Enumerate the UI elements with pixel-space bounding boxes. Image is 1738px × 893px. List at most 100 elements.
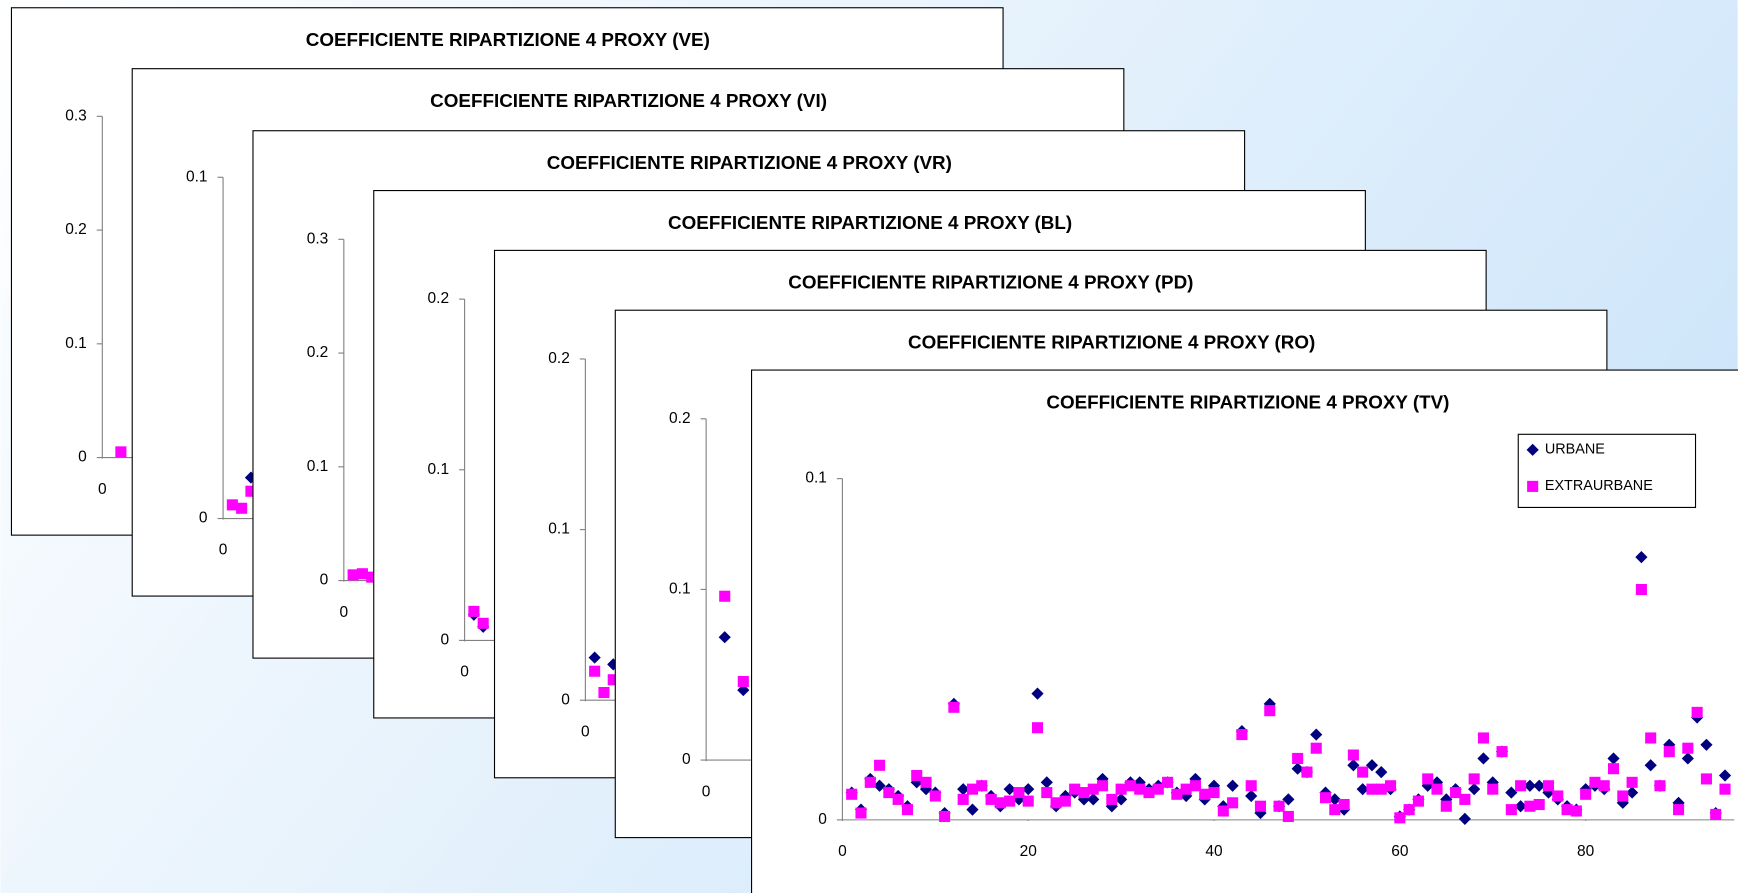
point — [1356, 783, 1369, 796]
x-tick-label: 80 — [1577, 843, 1595, 860]
point — [1542, 780, 1555, 792]
point — [347, 569, 359, 581]
point — [1282, 793, 1295, 806]
point — [1319, 792, 1332, 804]
point — [966, 803, 979, 816]
point — [874, 759, 886, 771]
point — [226, 499, 238, 511]
point — [1607, 752, 1620, 765]
point — [1059, 795, 1071, 807]
y-tick-label: 0 — [561, 691, 570, 708]
x-tick-label: 60 — [1391, 843, 1409, 860]
point — [1580, 788, 1592, 800]
point — [892, 793, 904, 805]
point — [1375, 766, 1388, 779]
point — [864, 776, 876, 788]
point — [976, 780, 988, 792]
y-tick-label: 0.1 — [669, 581, 691, 598]
point — [1552, 790, 1564, 802]
point — [1328, 793, 1341, 806]
point — [1050, 797, 1062, 809]
point — [1124, 780, 1136, 792]
point — [1635, 551, 1648, 564]
chart-title: COEFFICIENTE RIPARTIZIONE 4 PROXY (TV) — [1046, 391, 1449, 412]
point — [1031, 687, 1044, 700]
point — [1617, 790, 1629, 802]
legend-box — [1517, 433, 1697, 508]
point — [1152, 783, 1164, 795]
y-tick-label: 0 — [78, 449, 87, 466]
legend-label: URBANE — [1545, 442, 1605, 458]
point — [115, 446, 127, 458]
point — [1143, 787, 1155, 799]
point — [1450, 787, 1462, 799]
x-tick-label: 0 — [98, 481, 107, 498]
point — [911, 769, 923, 782]
point — [1022, 783, 1035, 796]
point — [1106, 793, 1118, 805]
point — [1468, 783, 1481, 796]
point — [1375, 783, 1387, 795]
point — [1524, 800, 1536, 812]
point — [1459, 793, 1471, 805]
point — [1087, 793, 1100, 806]
point — [1245, 780, 1257, 792]
point — [1440, 800, 1452, 812]
y-tick-label: 0.2 — [428, 290, 450, 307]
point — [948, 701, 960, 713]
point — [966, 783, 979, 795]
point — [468, 605, 480, 617]
point — [1626, 776, 1638, 788]
point — [589, 665, 601, 677]
point — [1431, 783, 1443, 795]
point — [356, 568, 368, 580]
point — [1347, 759, 1360, 772]
point — [1515, 780, 1527, 792]
point — [1422, 773, 1434, 785]
point — [1254, 800, 1267, 812]
point — [1292, 752, 1304, 764]
point — [1227, 797, 1239, 809]
x-tick-label: 0 — [702, 783, 711, 800]
point — [1514, 800, 1527, 813]
y-tick-label: 0.2 — [65, 221, 87, 238]
point — [1682, 742, 1694, 754]
point — [1673, 804, 1685, 816]
x-tick-label: 0 — [340, 604, 349, 621]
point — [1366, 783, 1378, 795]
point — [1310, 742, 1322, 754]
point — [1236, 729, 1248, 741]
x-tick-label: 0 — [219, 542, 228, 559]
point — [994, 797, 1006, 809]
y-tick-label: 0 — [199, 510, 208, 527]
y-tick-label: 0.1 — [428, 461, 450, 478]
y-tick-label: 0.2 — [548, 350, 570, 367]
point — [1561, 804, 1573, 816]
chart-title: COEFFICIENTE RIPARTIZIONE 4 PROXY (RO) — [908, 331, 1315, 352]
y-tick-label: 0 — [818, 811, 827, 828]
point — [1394, 812, 1406, 824]
point — [1347, 749, 1359, 761]
point — [1663, 746, 1675, 758]
point — [1477, 752, 1490, 765]
point — [1496, 746, 1508, 758]
point — [883, 787, 895, 799]
point — [1097, 780, 1109, 792]
legend-marker — [1526, 443, 1539, 456]
point — [846, 788, 858, 800]
point — [1645, 732, 1657, 744]
chart-title: COEFFICIENTE RIPARTIZIONE 4 PROXY (BL) — [668, 212, 1072, 233]
point — [957, 783, 970, 796]
point — [737, 676, 749, 688]
point — [1134, 783, 1146, 795]
point — [939, 810, 951, 823]
y-tick-label: 0.1 — [65, 335, 87, 352]
point — [1505, 804, 1517, 816]
point — [1570, 805, 1582, 817]
point — [1310, 728, 1323, 741]
point — [718, 631, 731, 644]
point — [588, 651, 601, 664]
point — [1533, 798, 1545, 811]
